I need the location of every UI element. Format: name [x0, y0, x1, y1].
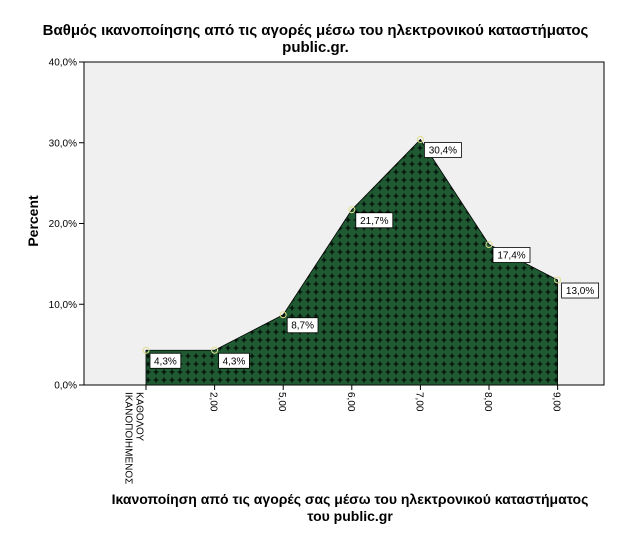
chart-title: Βαθμός ικανοποίησης από τις αγορές μέσω … [0, 22, 631, 56]
data-point [279, 311, 287, 319]
x-tick-label: 6,00 [345, 392, 356, 412]
x-axis-title-line-1: Ικανοποίηση από τις αγορές σας μέσω του … [111, 491, 589, 507]
data-label-box [218, 352, 250, 369]
chart-title-line-1: Βαθμός ικανοποίησης από τις αγορές μέσω … [42, 22, 589, 39]
area-layer [142, 136, 562, 386]
data-point [348, 206, 356, 214]
x-tick-label: ΚΑΘΟΛΟΥΙΚΑΝΟΠΟΙΗΜΕΝΟΣ [123, 392, 145, 484]
data-label-box [423, 142, 462, 158]
y-tick-label: 30,0% [49, 138, 77, 149]
area-series [145, 138, 558, 386]
x-tick-label: 8,00 [482, 392, 493, 412]
data-point [142, 346, 150, 354]
data-label: 30,4% [429, 146, 457, 157]
x-axis-title: Ικανοποίηση από τις αγορές σας μέσω του … [60, 491, 631, 525]
data-point [211, 346, 219, 354]
x-tick-label: 7,00 [413, 392, 424, 412]
x-tick-label: 2,00 [208, 392, 219, 412]
data-label-box [286, 317, 319, 334]
data-label-box [492, 247, 531, 263]
y-tick-label: 10,0% [49, 300, 77, 311]
data-label: 17,4% [497, 250, 525, 261]
y-axis-title: Percent [25, 195, 41, 247]
data-labels: 4,3% 4,3% 8,7% 21,7% 30,4% 17,4% 13,0% [149, 142, 599, 369]
x-axis: ΚΑΘΟΛΟΥΙΚΑΝΟΠΟΙΗΜΕΝΟΣ 2,00 5,00 6,00 7,00 8,0… [123, 385, 562, 484]
x-tick-label: 5,00 [276, 392, 287, 412]
data-label: 4,3% [154, 356, 177, 367]
data-point [485, 240, 493, 248]
x-axis-title-line-2: του public.gr [307, 508, 393, 524]
x-tick-label: 9,00 [551, 392, 562, 412]
y-axis: 0,0% 10,0% 20,0% 30,0% 40,0% [49, 58, 84, 392]
y-tick-label: 20,0% [49, 219, 77, 230]
y-tick-label: 0,0% [54, 381, 77, 392]
data-point [416, 136, 424, 144]
chart-title-line-2: public.gr. [282, 39, 349, 56]
data-label-box [149, 352, 182, 369]
data-label: 21,7% [360, 216, 388, 227]
data-label: 13,0% [566, 286, 594, 297]
data-label-box [355, 212, 394, 229]
data-label-box [561, 282, 599, 299]
data-label: 4,3% [223, 356, 246, 367]
data-label: 8,7% [291, 321, 314, 332]
y-tick-label: 40,0% [49, 58, 77, 69]
data-point [554, 276, 562, 284]
